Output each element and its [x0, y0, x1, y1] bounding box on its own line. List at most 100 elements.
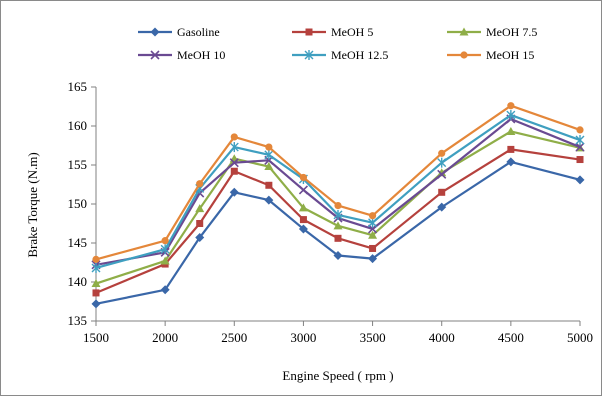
data-point [195, 204, 205, 213]
legend-label: MeOH 12.5 [331, 48, 388, 62]
data-point [506, 126, 516, 135]
x-tick-label: 3500 [360, 330, 386, 345]
legend-label: MeOH 10 [177, 48, 225, 62]
data-point [438, 149, 446, 157]
data-point [229, 158, 239, 168]
x-tick-label: 3000 [290, 330, 316, 345]
data-point [160, 244, 170, 255]
data-point [196, 220, 204, 227]
legend-entry: MeOH 12.5 [292, 48, 388, 62]
legend-entry: MeOH 5 [292, 25, 373, 39]
legend: Gasoline MeOH 5 MeOH 7.5 MeOH 10 MeOH 12.5 Me… [138, 25, 537, 62]
x-tick-label: 2000 [152, 330, 178, 345]
data-point [91, 279, 101, 288]
series-line [95, 148, 581, 294]
data-point [460, 51, 468, 59]
data-point [334, 201, 342, 210]
legend-entry: MeOH 10 [138, 48, 225, 62]
y-tick-label: 150 [68, 196, 88, 211]
data-point [229, 187, 239, 197]
legend-entry: MeOH 15 [447, 48, 534, 62]
data-point [265, 143, 273, 151]
y-tick-label: 145 [68, 235, 88, 250]
data-point [264, 149, 274, 160]
series-layer [91, 102, 585, 309]
data-point [369, 244, 377, 252]
data-point [150, 27, 160, 37]
y-tick-label: 160 [68, 118, 88, 133]
data-point [333, 250, 343, 260]
legend-label: Gasoline [177, 25, 220, 39]
legend-label: MeOH 5 [331, 25, 373, 39]
data-point [368, 230, 378, 239]
x-tick-label: 2500 [221, 330, 247, 345]
data-point [299, 216, 307, 224]
data-point [506, 110, 516, 121]
x-tick-label: 4500 [498, 330, 524, 345]
data-point [230, 133, 238, 141]
data-point [91, 262, 101, 273]
data-point [368, 212, 377, 220]
data-point [298, 185, 308, 195]
data-point [576, 156, 584, 164]
data-point [264, 162, 274, 171]
data-point [91, 299, 101, 309]
data-point [264, 195, 274, 205]
data-point [195, 233, 205, 243]
x-tick-label: 5000 [567, 330, 593, 345]
data-point [507, 102, 515, 110]
data-point [334, 234, 342, 242]
y-tick-label: 165 [68, 79, 88, 94]
x-tick-label: 1500 [83, 330, 109, 345]
data-point [160, 256, 170, 265]
y-tick-label: 140 [68, 274, 88, 289]
data-point [305, 28, 313, 36]
data-point [161, 237, 169, 245]
data-point [437, 168, 447, 177]
data-point [507, 145, 515, 153]
data-point [438, 188, 446, 196]
tick-labels: 135 140 145 150 155 160 165 1500 2000 2500 3000 350… [68, 79, 594, 345]
data-point [459, 27, 469, 36]
x-tick-label: 4000 [429, 330, 455, 345]
data-point [575, 175, 585, 185]
data-point [299, 173, 308, 182]
data-point [160, 285, 170, 295]
x-axis-label: Engine Speed ( rpm ) [282, 368, 393, 383]
data-point [229, 142, 239, 153]
data-point [576, 126, 584, 134]
series-meoh-5 [92, 145, 584, 297]
data-point [298, 224, 308, 234]
data-point [437, 169, 447, 179]
legend-entry: Gasoline [138, 25, 220, 39]
data-point [368, 217, 378, 228]
data-point [368, 254, 378, 264]
data-point [230, 167, 238, 175]
y-tick-label: 135 [68, 313, 88, 328]
series-gasoline [91, 157, 585, 309]
data-point [333, 209, 343, 220]
data-point [229, 154, 239, 163]
data-point [196, 180, 204, 188]
data-point [92, 255, 100, 263]
data-point [437, 202, 447, 212]
data-point [150, 50, 160, 60]
data-point [575, 135, 585, 146]
data-point [333, 221, 343, 230]
data-point [265, 181, 273, 189]
series-meoh-7-5 [91, 126, 585, 288]
y-tick-label: 155 [68, 157, 88, 172]
data-point [506, 157, 516, 167]
data-point [92, 289, 100, 297]
data-point [575, 142, 585, 152]
data-point [437, 157, 447, 168]
data-point [304, 50, 314, 60]
y-axis-label: Brake Torque (N.m) [25, 152, 40, 257]
data-point [298, 203, 308, 212]
legend-label: MeOH 7.5 [486, 25, 537, 39]
series-meoh-15 [92, 102, 584, 263]
legend-label: MeOH 15 [486, 48, 534, 62]
legend-entry: MeOH 7.5 [447, 25, 537, 39]
